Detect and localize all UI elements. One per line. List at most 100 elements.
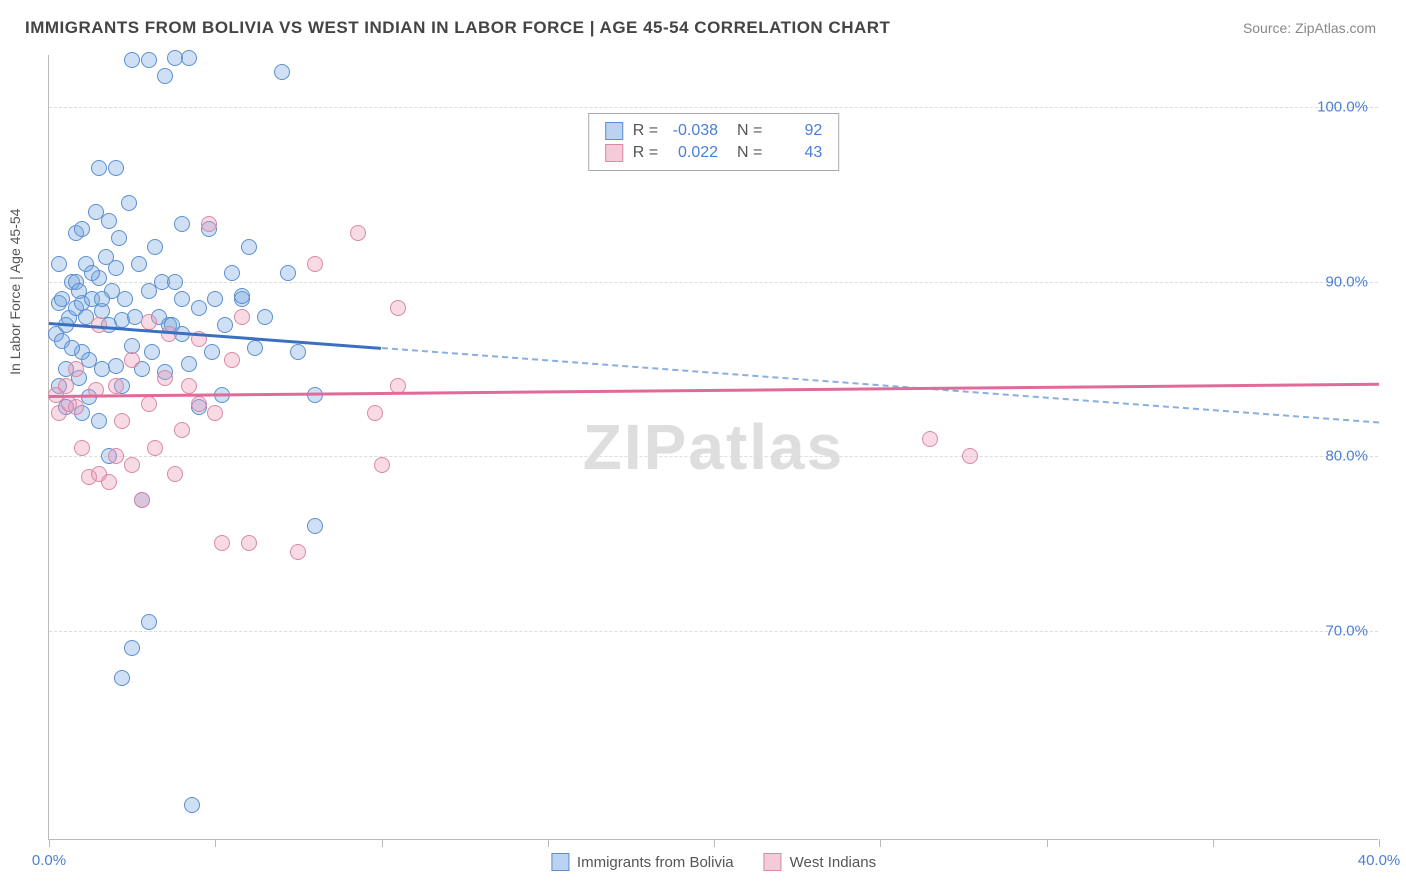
gridline-h — [49, 107, 1378, 108]
data-point — [390, 300, 406, 316]
data-point — [174, 291, 190, 307]
x-tick — [714, 839, 715, 847]
gridline-h — [49, 282, 1378, 283]
gridline-h — [49, 456, 1378, 457]
x-tick-label: 0.0% — [32, 852, 66, 869]
x-tick — [382, 839, 383, 847]
data-point — [71, 283, 87, 299]
data-point — [108, 358, 124, 374]
data-point — [962, 448, 978, 464]
y-tick-label: 100.0% — [1317, 99, 1368, 116]
legend: Immigrants from Bolivia West Indians — [551, 853, 876, 871]
data-point — [307, 256, 323, 272]
data-point — [184, 797, 200, 813]
y-tick-label: 70.0% — [1325, 622, 1368, 639]
data-point — [91, 160, 107, 176]
data-point — [68, 361, 84, 377]
stat-R-label: R = — [633, 122, 658, 140]
data-point — [111, 230, 127, 246]
data-point — [124, 352, 140, 368]
data-point — [247, 340, 263, 356]
data-point — [224, 265, 240, 281]
data-point — [350, 225, 366, 241]
data-point — [167, 466, 183, 482]
x-tick — [215, 839, 216, 847]
data-point — [58, 378, 74, 394]
series-swatch-pink — [605, 144, 623, 162]
data-point — [280, 265, 296, 281]
data-point — [94, 291, 110, 307]
trend-line-pink — [49, 383, 1379, 398]
data-point — [307, 518, 323, 534]
data-point — [124, 457, 140, 473]
series-swatch-blue — [605, 122, 623, 140]
data-point — [68, 399, 84, 415]
correlation-stats-box: R = -0.038 N = 92 R = 0.022 N = 43 — [588, 113, 840, 171]
x-tick — [880, 839, 881, 847]
data-point — [167, 274, 183, 290]
data-point — [217, 317, 233, 333]
data-point — [141, 314, 157, 330]
data-point — [114, 413, 130, 429]
data-point — [131, 256, 147, 272]
stat-N-blue: 92 — [772, 122, 822, 140]
chart-title: IMMIGRANTS FROM BOLIVIA VS WEST INDIAN I… — [25, 18, 890, 38]
data-point — [108, 448, 124, 464]
data-point — [74, 221, 90, 237]
x-tick — [49, 839, 50, 847]
data-point — [144, 344, 160, 360]
data-point — [234, 309, 250, 325]
stat-R-blue: -0.038 — [668, 122, 718, 140]
y-axis-label: In Labor Force | Age 45-54 — [7, 209, 23, 375]
source-link[interactable]: Source: ZipAtlas.com — [1243, 20, 1376, 36]
data-point — [108, 160, 124, 176]
data-point — [207, 405, 223, 421]
y-tick-label: 90.0% — [1325, 273, 1368, 290]
legend-label-blue: Immigrants from Bolivia — [577, 854, 734, 871]
stat-N-label: N = — [728, 144, 762, 162]
data-point — [181, 50, 197, 66]
data-point — [174, 422, 190, 438]
data-point — [141, 614, 157, 630]
legend-swatch-pink — [764, 853, 782, 871]
data-point — [367, 405, 383, 421]
data-point — [134, 492, 150, 508]
data-point — [147, 239, 163, 255]
data-point — [922, 431, 938, 447]
data-point — [141, 396, 157, 412]
stat-R-pink: 0.022 — [668, 144, 718, 162]
data-point — [257, 309, 273, 325]
legend-swatch-blue — [551, 853, 569, 871]
x-tick — [1047, 839, 1048, 847]
data-point — [124, 640, 140, 656]
data-point — [290, 544, 306, 560]
stat-N-pink: 43 — [772, 144, 822, 162]
data-point — [147, 440, 163, 456]
data-point — [191, 396, 207, 412]
data-point — [181, 356, 197, 372]
x-tick — [1379, 839, 1380, 847]
data-point — [121, 195, 137, 211]
data-point — [101, 213, 117, 229]
data-point — [241, 239, 257, 255]
x-tick — [548, 839, 549, 847]
data-point — [114, 670, 130, 686]
data-point — [124, 52, 140, 68]
data-point — [101, 474, 117, 490]
data-point — [157, 68, 173, 84]
data-point — [108, 378, 124, 394]
data-point — [201, 216, 217, 232]
stat-N-label: N = — [728, 122, 762, 140]
x-tick — [1213, 839, 1214, 847]
data-point — [117, 291, 133, 307]
data-point — [74, 440, 90, 456]
data-point — [290, 344, 306, 360]
data-point — [141, 52, 157, 68]
data-point — [207, 291, 223, 307]
data-point — [174, 216, 190, 232]
data-point — [274, 64, 290, 80]
data-point — [51, 256, 67, 272]
data-point — [374, 457, 390, 473]
data-point — [108, 260, 124, 276]
data-point — [181, 378, 197, 394]
